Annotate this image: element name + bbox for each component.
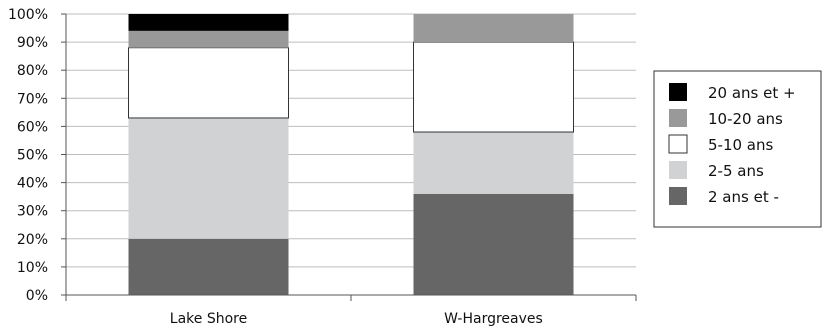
x-category-label: Lake Shore <box>170 311 247 327</box>
legend-swatch <box>669 187 687 205</box>
y-tick-label: 60% <box>17 119 48 135</box>
y-tick-label: 20% <box>17 232 48 248</box>
y-tick-label: 0% <box>26 288 48 304</box>
y-tick-label: 80% <box>17 63 48 79</box>
legend-swatch <box>669 83 687 101</box>
legend-swatch <box>669 109 687 127</box>
bar-segment <box>413 14 574 43</box>
bar-segment <box>413 132 574 194</box>
bar-segment <box>128 238 289 295</box>
y-tick-label: 90% <box>17 35 48 51</box>
legend-label: 2 ans et - <box>708 188 779 206</box>
bar-segment <box>413 193 574 295</box>
x-category-label: W-Hargreaves <box>444 311 543 327</box>
y-tick-label: 40% <box>17 176 48 192</box>
bar-segment <box>128 14 289 31</box>
y-tick-label: 10% <box>17 260 48 276</box>
bar-segment <box>128 117 289 239</box>
axes <box>61 13 637 301</box>
x-axis-category-labels: Lake Shore W-Hargreaves <box>170 311 543 327</box>
bar-segment <box>413 41 574 133</box>
y-axis-tick-labels: 0% 10% 20% 30% 40% 50% 60% 70% 80% 90% 100% <box>8 7 48 304</box>
legend-swatch <box>669 161 687 179</box>
legend-label: 10-20 ans <box>708 110 783 128</box>
y-tick-label: 100% <box>8 7 48 23</box>
bars <box>128 14 574 295</box>
legend-label: 2-5 ans <box>708 162 764 180</box>
legend: 20 ans et + 10-20 ans 5-10 ans 2-5 ans 2 ans… <box>653 70 822 228</box>
legend-label: 20 ans et + <box>708 84 796 102</box>
bar-segment <box>128 47 289 119</box>
y-tick-label: 50% <box>17 148 48 164</box>
bar-segment <box>128 30 289 48</box>
y-tick-label: 30% <box>17 204 48 220</box>
y-tick-label: 70% <box>17 91 48 107</box>
legend-label: 5-10 ans <box>708 136 774 154</box>
legend-swatch <box>668 134 688 154</box>
